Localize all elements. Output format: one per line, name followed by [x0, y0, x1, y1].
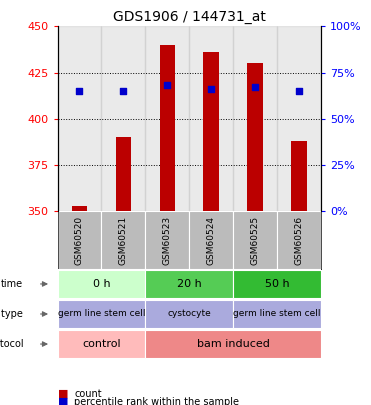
FancyBboxPatch shape — [145, 211, 189, 269]
FancyBboxPatch shape — [145, 330, 321, 358]
Bar — [203, 52, 219, 211]
Text: percentile rank within the sample: percentile rank within the sample — [74, 397, 239, 405]
Text: 20 h: 20 h — [177, 279, 201, 289]
FancyBboxPatch shape — [233, 211, 277, 269]
Point — [164, 82, 170, 89]
FancyBboxPatch shape — [101, 211, 145, 269]
Text: ■: ■ — [58, 397, 68, 405]
Text: cell type: cell type — [0, 309, 23, 319]
Bar — [58, 26, 101, 211]
FancyBboxPatch shape — [233, 300, 321, 328]
Text: GSM60521: GSM60521 — [119, 215, 128, 264]
Bar — [72, 206, 87, 211]
Bar — [189, 26, 233, 211]
Text: control: control — [82, 339, 121, 349]
Text: germ line stem cell: germ line stem cell — [233, 309, 321, 318]
FancyBboxPatch shape — [277, 211, 321, 269]
FancyBboxPatch shape — [58, 270, 145, 298]
Text: GSM60523: GSM60523 — [163, 215, 172, 264]
FancyBboxPatch shape — [233, 270, 321, 298]
FancyBboxPatch shape — [58, 300, 145, 328]
Text: protocol: protocol — [0, 339, 23, 349]
Text: time: time — [1, 279, 23, 289]
FancyBboxPatch shape — [58, 211, 101, 269]
Bar — [116, 137, 131, 211]
FancyBboxPatch shape — [145, 300, 233, 328]
Text: germ line stem cell: germ line stem cell — [58, 309, 145, 318]
Text: GSM60525: GSM60525 — [250, 215, 260, 264]
Text: 50 h: 50 h — [265, 279, 289, 289]
Text: 0 h: 0 h — [93, 279, 110, 289]
Point — [252, 84, 258, 91]
Title: GDS1906 / 144731_at: GDS1906 / 144731_at — [113, 10, 266, 24]
Text: GSM60526: GSM60526 — [295, 215, 303, 264]
Bar — [277, 26, 321, 211]
Point — [208, 86, 214, 92]
Bar — [291, 141, 307, 211]
Bar — [233, 26, 277, 211]
FancyBboxPatch shape — [145, 270, 233, 298]
Text: count: count — [74, 389, 102, 399]
Bar — [247, 63, 263, 211]
Point — [296, 88, 302, 94]
Text: ■: ■ — [58, 389, 68, 399]
Point — [121, 88, 127, 94]
Text: GSM60524: GSM60524 — [207, 215, 216, 264]
Text: GSM60520: GSM60520 — [75, 215, 84, 264]
Bar — [145, 26, 189, 211]
Text: cystocyte: cystocyte — [167, 309, 211, 318]
Bar — [160, 45, 175, 211]
Text: bam induced: bam induced — [197, 339, 270, 349]
Point — [76, 88, 82, 94]
Bar — [101, 26, 145, 211]
FancyBboxPatch shape — [189, 211, 233, 269]
FancyBboxPatch shape — [58, 330, 145, 358]
